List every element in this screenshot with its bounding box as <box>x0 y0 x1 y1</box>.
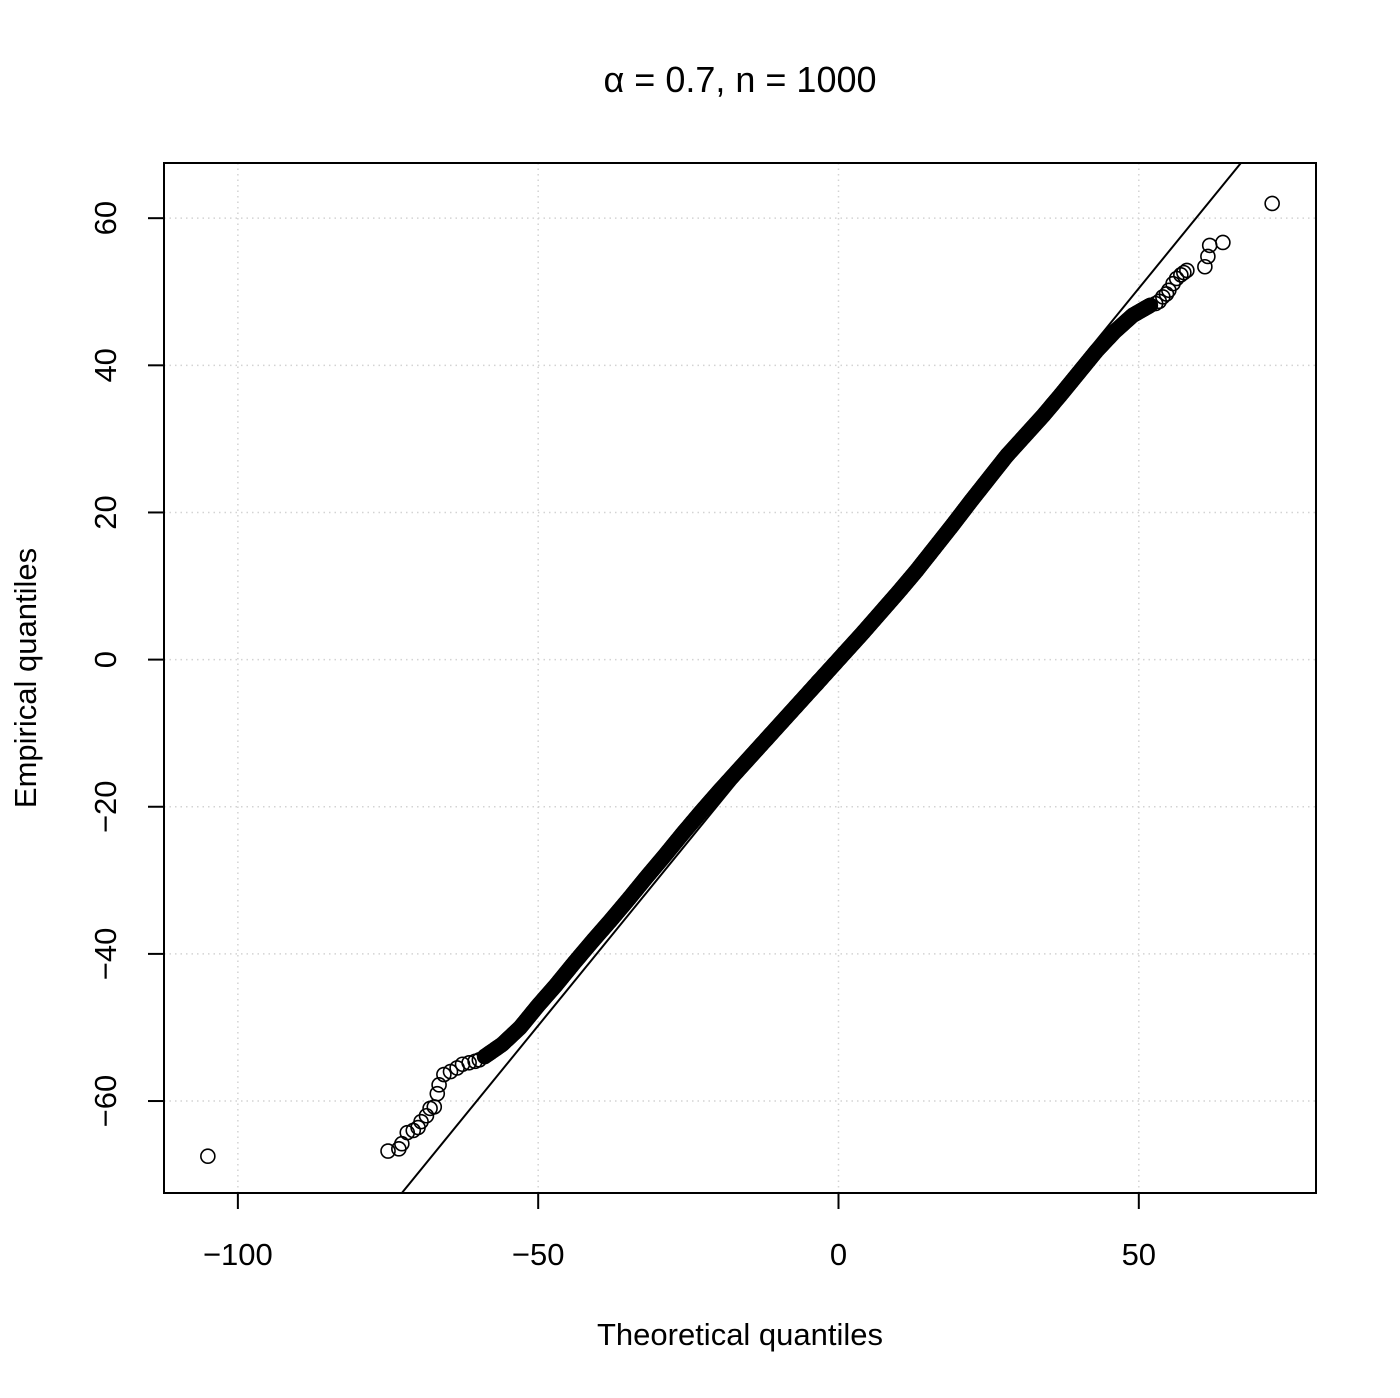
y-tick-label: 0 <box>88 651 123 668</box>
y-tick-label: 40 <box>88 348 123 382</box>
x-axis: −100 −50 0 50 <box>203 1192 1156 1272</box>
y-axis-label: Empirical quantiles <box>8 548 43 808</box>
x-tick-label: 50 <box>1122 1237 1156 1272</box>
data-point <box>1264 195 1280 212</box>
data-point <box>380 1143 396 1159</box>
y-tick-label: −60 <box>88 1075 123 1128</box>
data-point <box>413 1113 429 1130</box>
x-axis-label: Theoretical quantiles <box>597 1317 883 1352</box>
data-point <box>394 1135 410 1152</box>
y-tick-label: −20 <box>88 780 123 833</box>
data-point <box>1168 270 1185 287</box>
data-point <box>431 1077 447 1093</box>
data-point <box>461 1054 477 1071</box>
y-axis: −60 −40 −20 0 20 40 60 <box>88 201 165 1128</box>
data-point <box>1173 267 1189 283</box>
data-point <box>1142 297 1159 314</box>
data-point <box>418 1107 435 1124</box>
data-point <box>1200 248 1216 265</box>
y-tick-label: −40 <box>88 928 123 981</box>
chart-title: α = 0.7, n = 1000 <box>603 59 876 100</box>
data-point <box>1215 234 1231 251</box>
grid-lines <box>164 163 1316 1193</box>
data-point <box>429 1085 446 1102</box>
y-tick-label: 20 <box>88 495 123 529</box>
x-tick-label: 0 <box>830 1237 847 1272</box>
x-tick-label: −50 <box>512 1237 565 1272</box>
x-tick-label: −100 <box>203 1237 273 1272</box>
y-tick-label: 60 <box>88 201 123 235</box>
data-points <box>200 195 1280 1165</box>
data-point <box>200 1148 216 1165</box>
data-point <box>1197 258 1213 275</box>
